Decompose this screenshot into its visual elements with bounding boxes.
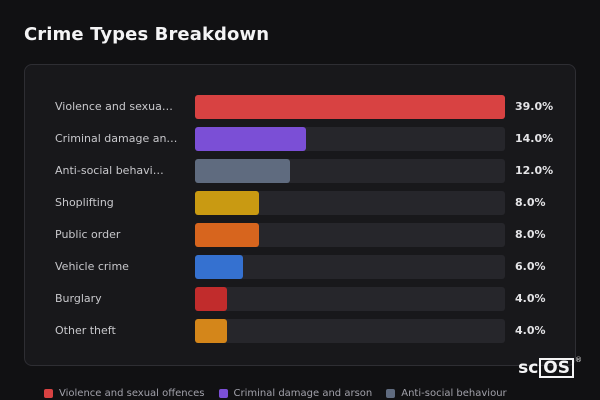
legend-swatch xyxy=(44,388,53,398)
chart-legend: Violence and sexual offences Criminal dam… xyxy=(44,386,507,400)
legend-swatch xyxy=(218,388,228,398)
logo-text-os: OS xyxy=(539,358,574,378)
bar-value-label: 4.0% xyxy=(515,292,546,305)
bar-category-label: Shoplifting xyxy=(55,196,114,209)
bar-track xyxy=(195,191,505,215)
bar[interactable] xyxy=(195,223,259,247)
legend-item[interactable]: Criminal damage and arson xyxy=(218,386,373,400)
bar-track xyxy=(195,127,505,151)
chart-panel: Violence and sexua… 39.0% Criminal damage … xyxy=(24,64,576,366)
bar-category-label: Anti-social behavi… xyxy=(55,164,164,177)
bar-category-label: Violence and sexua… xyxy=(55,100,173,113)
bar[interactable] xyxy=(195,159,290,183)
bar-track xyxy=(195,95,505,119)
bar-category-label: Burglary xyxy=(55,292,102,305)
bar-category-label: Public order xyxy=(55,228,121,241)
bar-value-label: 14.0% xyxy=(515,132,554,145)
legend-label: Anti-social behaviour xyxy=(401,387,507,399)
scos-logo: sc OS ® xyxy=(518,356,582,378)
bar-value-label: 39.0% xyxy=(515,100,554,113)
bar-category-label: Vehicle crime xyxy=(55,260,129,273)
bar-row: Shoplifting 8.0% xyxy=(25,191,575,215)
bar-row: Public order 8.0% xyxy=(25,223,575,247)
bar-row: Violence and sexua… 39.0% xyxy=(25,95,575,119)
bar-row: Burglary 4.0% xyxy=(25,287,575,311)
bar-track xyxy=(195,319,505,343)
bar-value-label: 4.0% xyxy=(515,324,546,337)
bar-value-label: 6.0% xyxy=(515,260,546,273)
bar-track xyxy=(195,223,505,247)
legend-item[interactable]: Anti-social behaviour xyxy=(386,386,507,400)
legend-label: Violence and sexual offences xyxy=(59,387,205,399)
bar-category-label: Criminal damage an… xyxy=(55,132,178,145)
legend-label: Criminal damage and arson xyxy=(233,387,373,399)
bar-category-label: Other theft xyxy=(55,324,116,337)
bar-value-label: 12.0% xyxy=(515,164,554,177)
legend-item[interactable]: Violence and sexual offences xyxy=(44,386,205,400)
bar-track xyxy=(195,255,505,279)
bar[interactable] xyxy=(195,287,227,311)
bar-value-label: 8.0% xyxy=(515,228,546,241)
bar[interactable] xyxy=(195,319,227,343)
logo-registered-mark: ® xyxy=(575,356,582,364)
bar-row: Anti-social behavi… 12.0% xyxy=(25,159,575,183)
legend-swatch xyxy=(386,388,396,398)
bar-row: Other theft 4.0% xyxy=(25,319,575,343)
bar-row: Criminal damage an… 14.0% xyxy=(25,127,575,151)
bar-value-label: 8.0% xyxy=(515,196,546,209)
bar[interactable] xyxy=(195,191,259,215)
chart-title: Crime Types Breakdown xyxy=(24,24,270,45)
bar-row: Vehicle crime 6.0% xyxy=(25,255,575,279)
bar[interactable] xyxy=(195,127,306,151)
bar[interactable] xyxy=(195,95,505,119)
bar-track xyxy=(195,159,505,183)
bar-track xyxy=(195,287,505,311)
bar[interactable] xyxy=(195,255,243,279)
logo-text-sc: sc xyxy=(518,358,539,378)
